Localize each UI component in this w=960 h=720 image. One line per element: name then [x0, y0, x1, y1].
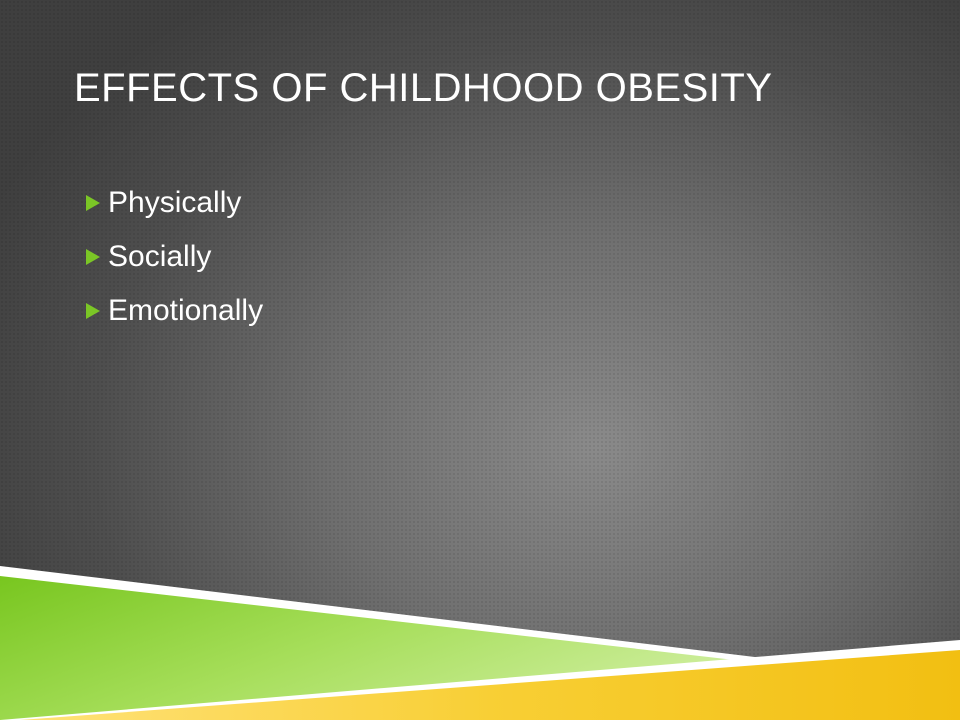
- slide-title: EFFECTS OF CHILDHOOD OBESITY: [74, 66, 773, 110]
- bullet-item-socially: Socially: [86, 230, 263, 284]
- bullet-label: Emotionally: [108, 294, 264, 327]
- bullet-label: Physically: [108, 186, 242, 219]
- bullet-list: Physically Socially Emotionally: [86, 176, 263, 338]
- triangle-right-icon: [86, 249, 100, 265]
- triangle-right-icon: [86, 195, 100, 211]
- bullet-item-physically: Physically: [86, 176, 263, 230]
- yellow-band: [20, 650, 960, 720]
- bullet-label: Socially: [108, 240, 212, 273]
- bullet-item-emotionally: Emotionally: [86, 284, 263, 338]
- triangle-right-icon: [86, 303, 100, 319]
